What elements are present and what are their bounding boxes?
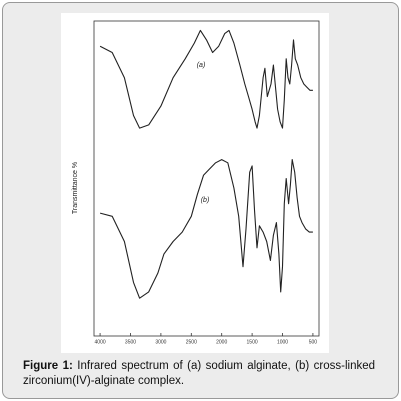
- figure-image: [61, 13, 329, 353]
- chart: Transmittance % 4000 3500 3000 2500 2000 1500…: [61, 13, 329, 353]
- spectrum-line: [99, 159, 313, 299]
- caption-text: Infrared spectrum of (a) sodium alginate…: [23, 360, 376, 387]
- x-tick-label: 1000: [277, 339, 288, 345]
- curve-label: (b): [201, 197, 210, 204]
- caption: Figure 1: Infrared spectrum of (a) sodiu…: [23, 359, 375, 389]
- caption-label: Figure 1:: [23, 360, 73, 372]
- x-tick-label: 500: [309, 339, 318, 345]
- x-tick-label: 3000: [155, 339, 166, 345]
- x-tick-label: 2000: [216, 339, 227, 345]
- x-tick-label: 4000: [95, 339, 106, 345]
- y-axis-label: Transmittance %: [72, 162, 79, 214]
- x-tick-label: 3500: [125, 339, 136, 345]
- x-tick-label: 1500: [247, 339, 258, 345]
- spectrum-line: [99, 29, 313, 129]
- x-tick-label: 2500: [186, 339, 197, 345]
- plot-frame: [93, 20, 320, 337]
- curve-label: (a): [197, 62, 206, 69]
